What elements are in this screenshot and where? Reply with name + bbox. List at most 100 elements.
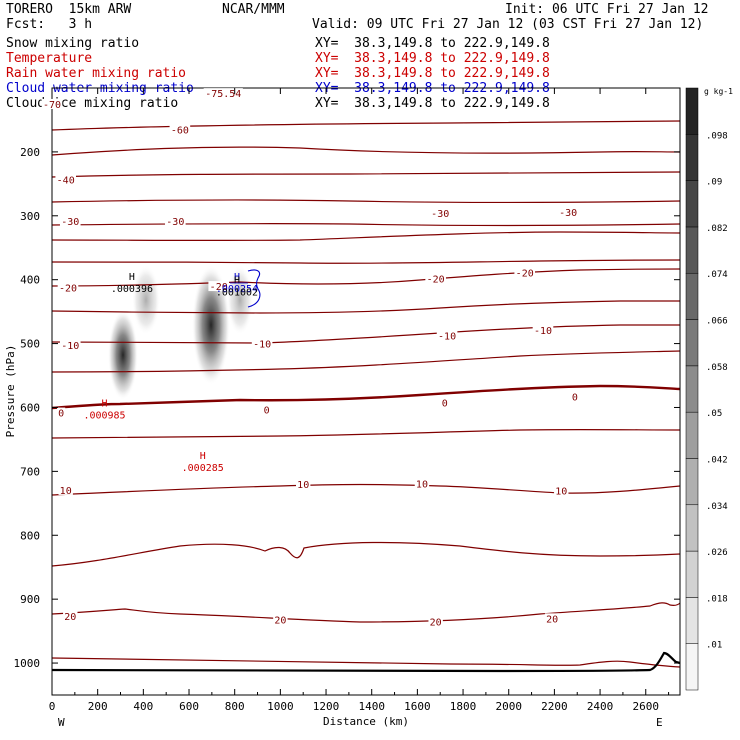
isotherm-labels: -75.54 -70 -60 -40 -30 -30 -30 -30 -20 -20 -20 -20 -… <box>41 88 580 629</box>
colorbar-tick-label: .05 <box>706 409 722 419</box>
isotherm-minus50 <box>51 171 681 178</box>
isotherm-label: -30 <box>559 208 577 219</box>
isotherm-label: 20 <box>64 612 76 623</box>
isotherm-label: 20 <box>546 614 558 625</box>
field-label-cloud-ice: Cloud ice mixing ratio <box>6 96 179 111</box>
isotherm-label: -30 <box>166 217 184 228</box>
isotherm-label-bg <box>203 88 243 99</box>
extremum-value: .000254 <box>216 284 258 295</box>
isotherm-label-bg <box>262 404 271 415</box>
isotherm-label-bg <box>55 174 77 185</box>
colorbar-swatch <box>685 597 699 644</box>
x-tick-label: 1200 <box>313 700 340 713</box>
isotherm-label: -20 <box>59 283 77 294</box>
field-label-snow: Snow mixing ratio <box>6 36 140 51</box>
colorbar: .01 .018 .026 .034 .042 .05 .058 .066 .074 .082 .0… <box>685 87 728 691</box>
field-xy-snow: XY= 38.3,149.8 to 222.9,149.8 <box>315 36 550 51</box>
isotherm-label-bg <box>57 407 66 418</box>
field-xy-rain: XY= 38.3,149.8 to 222.9,149.8 <box>315 66 550 81</box>
colorbar-swatch <box>685 504 699 552</box>
header-center: NCAR/MMM <box>222 2 285 17</box>
isotherm-label-bg <box>554 485 569 496</box>
x-axis-label: Distance (km) <box>323 715 409 728</box>
isotherm-label-bg <box>208 281 230 292</box>
isotherm-label-bg <box>514 267 536 278</box>
colorbar-tick-label: .026 <box>706 548 728 558</box>
extremum-marker: H <box>102 399 108 410</box>
isotherm-label: -20 <box>516 269 534 280</box>
isotherm-label-bg <box>251 338 273 349</box>
y-tick-label: 400 <box>20 274 40 287</box>
isotherm-label-bg <box>425 273 446 284</box>
isotherm-label: 0 <box>442 398 448 409</box>
colorbar-tick-label: .042 <box>706 455 728 465</box>
extremum-marker: H <box>234 275 240 286</box>
colorbar-swatch <box>685 411 699 459</box>
y-axis-label: Pressure (hPa) <box>4 345 17 438</box>
isotherm-label-bg <box>532 325 554 336</box>
colorbar-tick-label: .034 <box>706 502 728 512</box>
y-tick-label: 600 <box>20 401 40 414</box>
colorbar-tick-label: .01 <box>706 641 722 651</box>
isotherm-label-bg <box>544 613 560 624</box>
extremum-value: .000985 <box>83 411 125 422</box>
isotherm-label: 20 <box>274 616 286 627</box>
isotherm-label-bg <box>57 282 79 293</box>
x-tick-label: 1600 <box>404 700 431 713</box>
header-fcst: Fcst: 3 h <box>6 17 93 32</box>
x-tick-label: 1800 <box>450 700 477 713</box>
isotherm-label: 0 <box>58 409 64 420</box>
field-xy-cloud-ice: XY= 38.3,149.8 to 222.9,149.8 <box>315 96 550 111</box>
y-tick-label: 300 <box>20 210 40 223</box>
isotherm-label: -20 <box>210 282 228 293</box>
isotherm-label-bg <box>296 479 311 490</box>
isotherm-label: -10 <box>438 331 456 342</box>
isotherm-contours <box>51 120 681 668</box>
isotherm-label: 0 <box>264 405 270 416</box>
colorbar-swatch <box>685 134 699 181</box>
isotherm-15 <box>51 541 681 567</box>
isotherm-label: 10 <box>60 486 72 497</box>
isotherm-label-bg <box>165 215 186 226</box>
colorbar-tick-label: .09 <box>706 178 722 188</box>
isotherm-label: 10 <box>297 480 309 491</box>
x-tick-label: 600 <box>179 700 199 713</box>
colorbar-tick-label: .098 <box>706 131 728 141</box>
isotherm-label-bg <box>59 215 81 226</box>
isotherm-label-bg <box>63 610 78 621</box>
x-tick-label: 200 <box>88 700 108 713</box>
header-model: TORERO 15km ARW <box>6 2 132 17</box>
field-label-rain: Rain water mixing ratio <box>6 66 187 81</box>
isotherm-label: -75.54 <box>205 89 241 100</box>
isotherm-label-bg <box>429 208 451 219</box>
terrain-surface <box>51 651 681 673</box>
isotherm-label-bg <box>59 339 81 350</box>
colorbar-tick-label: .066 <box>706 317 728 327</box>
isotherm-minus5 <box>51 350 681 373</box>
isotherm-label: -30 <box>431 209 449 220</box>
extremum-marker: H <box>200 451 206 462</box>
extremum-value: .000396 <box>111 284 153 295</box>
y-tick-label: 800 <box>20 529 40 542</box>
y-tick-label: 700 <box>20 465 40 478</box>
colorbar-tick-label: .058 <box>706 363 728 373</box>
colorbar-swatch <box>685 319 699 367</box>
isotherm-label: 20 <box>430 618 442 629</box>
isotherm-10 <box>51 483 681 496</box>
y-tick-label: 900 <box>20 593 40 606</box>
colorbar-swatch <box>685 458 699 506</box>
y-tick-label: 200 <box>20 146 40 159</box>
isotherm-label: 0 <box>572 393 578 404</box>
header-init: Init: 06 UTC Fri 27 Jan 12 <box>505 2 709 17</box>
header-valid: Valid: 09 UTC Fri 27 Jan 12 (03 CST Fri … <box>312 17 704 32</box>
isotherm-label: 10 <box>555 487 567 498</box>
isotherm-minus25 <box>51 259 681 264</box>
isotherm-label-bg <box>414 478 430 489</box>
colorbar-unit: g kg-1 <box>704 87 733 96</box>
x-tick-label: 800 <box>225 700 245 713</box>
plot-frame <box>51 87 681 696</box>
extremum-marker: H <box>234 272 240 283</box>
isotherm-label: -60 <box>171 126 189 137</box>
x-axis: 0 200 400 600 800 1000 1200 1400 1600 1800 2000 220… <box>49 88 670 713</box>
